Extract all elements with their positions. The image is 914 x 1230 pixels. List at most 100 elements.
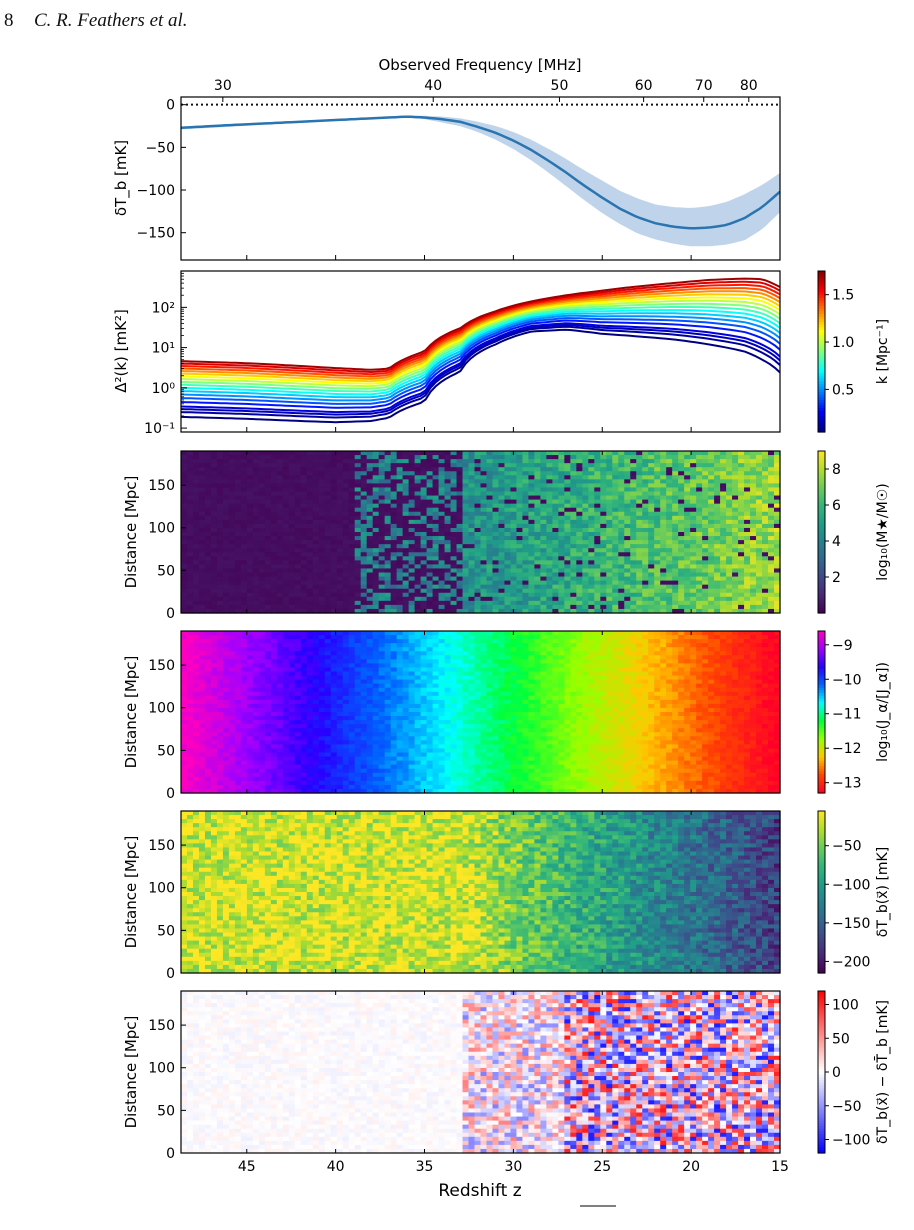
y-tick-label: 100 xyxy=(148,1061,175,1077)
uncertainty-band xyxy=(181,115,780,247)
power-spectrum-line xyxy=(181,277,780,371)
top-tick-label: 70 xyxy=(695,78,713,94)
y-tick-label: 10⁰ xyxy=(152,381,176,397)
y-tick-label: 10¹ xyxy=(152,341,175,357)
power-spectrum-line xyxy=(181,287,780,378)
y-tick-label: 100 xyxy=(148,521,175,537)
y-tick-label: 0 xyxy=(166,98,175,114)
power-spectrum-line xyxy=(181,280,780,374)
colorbar-tick-label: −13 xyxy=(832,776,862,792)
panel-stellar-mass: 0 50 100 150 Distance [Mpc] xyxy=(122,450,781,622)
colorbar-tick-label: −150 xyxy=(832,916,870,932)
colorbar-tick-label: −9 xyxy=(832,638,853,654)
top-axis-label: Observed Frequency [MHz] xyxy=(379,56,582,74)
power-spectrum-line xyxy=(181,293,780,383)
page-header: 8 C. R. Feathers et al. xyxy=(4,10,188,32)
y-tick-label: −50 xyxy=(145,140,175,156)
x-tick-label: 20 xyxy=(682,1159,700,1175)
y-tick-label: 50 xyxy=(157,743,175,759)
colorbar-tick-label: 6 xyxy=(832,498,841,514)
y-axis-ticks: 0 −50 −100 −150 xyxy=(137,98,186,242)
power-spectrum-line xyxy=(181,323,780,416)
y-axis-label: Distance [Mpc] xyxy=(122,1016,140,1129)
colorbar-tick-label: 0.5 xyxy=(832,382,854,398)
colorbar-residual-map: 100 50 0 −50 −100 δT_b(x⃗) − δT̄_b [mK] xyxy=(817,990,891,1154)
x-tick-label: 35 xyxy=(416,1159,434,1175)
power-spectrum-line xyxy=(181,309,780,396)
colorbars: 0.51.01.5k [Mpc⁻¹]2468log₁₀(M★/M☉)−9−10−… xyxy=(817,270,891,1154)
y-tick-label: 0 xyxy=(166,786,175,802)
author-line: C. R. Feathers et al. xyxy=(34,10,188,31)
y-tick-label: 10⁻¹ xyxy=(144,421,175,437)
power-spectrum-line xyxy=(181,314,780,402)
y-axis-label: Distance [Mpc] xyxy=(122,476,140,589)
x-tick-label: 40 xyxy=(327,1159,345,1175)
colorbar-power-spectrum: 0.5 1.0 1.5 k [Mpc⁻¹] xyxy=(817,270,891,433)
y-axis-ticks: 10⁻¹ 10⁰ 10¹ 10² xyxy=(144,272,187,437)
x-axis-label: Redshift z xyxy=(438,1181,521,1201)
colorbar-label: δT_b(x⃗) [mK] xyxy=(875,847,891,937)
colorbar-label: log₁₀(J_α/[J_α]) xyxy=(875,662,891,762)
y-tick-label: 0 xyxy=(166,606,175,622)
power-spectrum-line xyxy=(181,306,780,393)
top-tick-label: 50 xyxy=(551,78,569,94)
colorbar-tick-label: −10 xyxy=(832,672,862,688)
colorbar-tick-label: 1.0 xyxy=(832,335,854,351)
colorbar-tick-label: −50 xyxy=(832,839,862,855)
colorbar-tick-label: −11 xyxy=(832,707,862,723)
colorbar-tick-label: 4 xyxy=(832,534,841,550)
power-spectrum-line xyxy=(181,328,780,424)
power-spectrum-line xyxy=(181,296,780,385)
y-tick-label: 150 xyxy=(148,478,175,494)
y-tick-label: −150 xyxy=(137,226,175,242)
colorbar-lyman-alpha: −9 −10 −11 −12 −13 log₁₀(J_α/[J_α]) xyxy=(817,630,891,794)
colorbar-label: k [Mpc⁻¹] xyxy=(875,319,891,384)
y-axis-label: Distance [Mpc] xyxy=(122,836,140,949)
colorbar-tick-label: −200 xyxy=(832,954,870,970)
colorbar-tick-label: 1.5 xyxy=(832,288,854,304)
power-spectrum-line xyxy=(181,283,780,376)
y-axis-label: Distance [Mpc] xyxy=(122,656,140,769)
colorbar-brightness-map: −50 −100 −150 −200 δT_b(x⃗) [mK] xyxy=(817,810,891,974)
top-tick-label: 80 xyxy=(740,78,758,94)
y-axis-label: δT_b [mK] xyxy=(112,140,131,216)
power-spectrum-curves xyxy=(181,277,780,424)
top-axis-ticks: 30 40 50 60 70 80 xyxy=(214,78,758,102)
power-spectrum-line xyxy=(181,317,780,405)
shared-x-axis: 45 40 35 30 25 20 15 xyxy=(238,255,789,1175)
y-tick-label: 50 xyxy=(157,563,175,579)
series-line-mean xyxy=(181,115,780,230)
caption-fragment xyxy=(580,1196,620,1216)
power-spectrum-line xyxy=(181,319,780,409)
panel-power-spectrum: 10⁻¹ 10⁰ 10¹ 10² Δ²(k) [mK²] xyxy=(112,270,781,437)
colorbar-tick-label: −100 xyxy=(832,1133,870,1149)
colorbar-tick-label: −12 xyxy=(832,741,862,757)
panel-frame xyxy=(180,96,781,261)
colorbar-tick-label: 50 xyxy=(832,1031,850,1047)
power-spectrum-line xyxy=(181,312,780,399)
x-tick-label: 15 xyxy=(771,1159,789,1175)
colorbar-stellar-mass: 2 4 6 8 log₁₀(M★/M☉) xyxy=(817,450,891,614)
y-tick-label: 100 xyxy=(148,701,175,717)
y-tick-label: 10² xyxy=(152,300,175,316)
y-tick-label: 0 xyxy=(166,1146,175,1162)
y-axis-label: Δ²(k) [mK²] xyxy=(112,309,130,393)
y-tick-label: 0 xyxy=(166,966,175,982)
y-tick-label: 150 xyxy=(148,1018,175,1034)
panel-brightness-temperature: Observed Frequency [MHz] 30 40 50 60 70 80 0 −… xyxy=(112,56,781,261)
power-spectrum-line xyxy=(181,322,780,414)
colorbar-tick-label: 2 xyxy=(832,570,841,586)
power-spectrum-line xyxy=(181,302,780,390)
colorbar-tick-label: 0 xyxy=(832,1065,841,1081)
top-tick-label: 60 xyxy=(635,78,653,94)
colorbar-tick-label: −50 xyxy=(832,1099,862,1115)
top-tick-label: 40 xyxy=(424,78,442,94)
panel-lyman-alpha: 0 50 100 150 Distance [Mpc] xyxy=(122,630,781,802)
top-tick-label: 30 xyxy=(214,78,232,94)
colorbar-tick-label: −100 xyxy=(832,877,870,893)
y-tick-label: −100 xyxy=(137,183,175,199)
page-number: 8 xyxy=(4,10,14,31)
power-spectrum-line xyxy=(181,299,780,388)
power-spectrum-line xyxy=(181,290,780,380)
